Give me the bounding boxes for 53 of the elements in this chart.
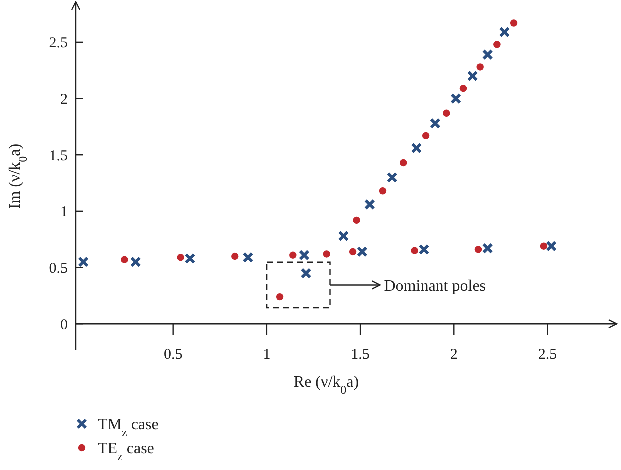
y-tick-label: 1 [60, 204, 68, 221]
point [386, 172, 398, 184]
point [474, 246, 482, 254]
legend-label: TE$_{z}$ case [98, 440, 154, 464]
point [400, 159, 408, 167]
point [418, 244, 430, 256]
point [430, 118, 441, 130]
point [290, 252, 297, 259]
point [298, 250, 310, 261]
point [540, 242, 548, 250]
point [482, 243, 494, 254]
y-tick-label: 0.5 [49, 261, 68, 278]
point [338, 230, 350, 242]
point [422, 132, 430, 140]
point [242, 252, 254, 264]
point [364, 199, 376, 210]
y-tick-label: 0 [60, 317, 68, 334]
y-tick-label: 2.5 [49, 36, 68, 52]
point [177, 254, 184, 262]
y-tick-label: 2 [60, 92, 68, 108]
point [443, 110, 450, 118]
point [546, 240, 557, 252]
point [323, 250, 330, 258]
point [411, 247, 418, 254]
point [276, 293, 284, 301]
point [232, 252, 239, 260]
point [356, 246, 368, 258]
y-tick-label: 1.5 [49, 148, 68, 164]
point [300, 268, 312, 279]
x-tick-label: 0.5 [164, 347, 183, 364]
x-tick-label: 2.5 [538, 347, 558, 364]
point [78, 256, 89, 268]
point [450, 93, 462, 104]
point [460, 85, 468, 92]
point [494, 41, 501, 48]
annotation: Dominant poles [384, 278, 486, 295]
point [130, 256, 142, 268]
x-tick-label: 1 [263, 347, 271, 364]
point [510, 20, 518, 27]
point [476, 64, 484, 71]
point [411, 142, 422, 154]
point [467, 70, 478, 82]
point [379, 188, 387, 195]
point [349, 248, 357, 256]
point [482, 49, 494, 60]
point [121, 256, 128, 264]
x-axis-title: Re (ν/k$_{0}$a) [294, 374, 360, 397]
x-tick-label: 1.5 [351, 347, 370, 364]
point [499, 26, 510, 38]
point [353, 216, 360, 224]
point [184, 253, 196, 264]
legend-label: TM$_{z}$ case [98, 416, 159, 440]
x-tick-label: 2 [450, 347, 458, 364]
